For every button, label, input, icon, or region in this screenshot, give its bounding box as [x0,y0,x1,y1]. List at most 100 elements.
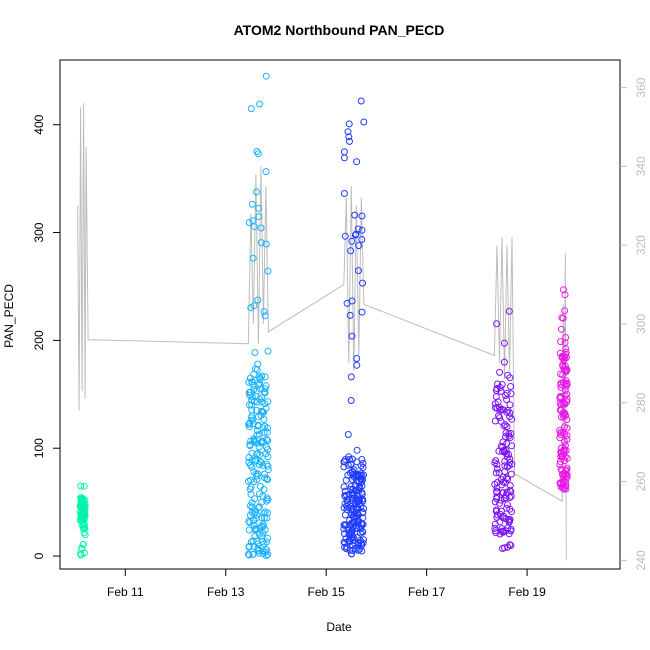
data-point [563,432,571,440]
data-point [355,484,363,492]
data-point [254,296,262,304]
data-point [345,133,353,141]
data-point [358,308,366,316]
data-point [249,550,257,558]
data-point [507,470,515,478]
data-point [261,526,269,534]
data-point [493,404,501,412]
y2-tick-label: 280 [634,392,648,412]
data-point [340,154,348,162]
data-point [258,407,266,415]
data-point [255,204,263,212]
data-point [248,463,256,471]
secondary-line-group [77,103,567,561]
data-point [245,389,253,397]
x-tick-label: Feb 15 [308,585,346,599]
data-point [504,371,512,379]
y-tick-label: 400 [32,114,46,134]
data-point [255,430,263,438]
data-point [256,100,264,108]
data-point [247,490,255,498]
data-point [259,550,267,558]
data-point [261,312,269,320]
data-point [353,446,361,454]
data-point [255,213,263,221]
data-point [358,541,366,549]
data-point [357,97,365,105]
data-point [360,505,368,512]
data-point [245,543,253,551]
data-point [340,538,348,546]
data-point [492,507,500,515]
data-point [500,358,508,366]
plot-frame [59,59,621,570]
data-point [506,409,514,417]
data-point [256,458,264,466]
data-point [262,382,270,390]
data-point [249,254,257,262]
data-point [77,482,85,490]
data-point [253,188,261,196]
data-point [264,398,272,406]
data-point [80,541,87,548]
data-point [346,456,354,463]
data-point [263,497,271,505]
data-point [360,118,368,126]
data-point [355,495,363,503]
data-point [250,437,258,445]
data-point [561,457,569,465]
data-point [340,148,348,156]
data-point [341,522,349,530]
data-point [263,514,271,522]
data-point [346,137,353,145]
data-point [356,545,364,553]
data-point [258,538,266,545]
data-point [342,476,350,484]
data-point [345,120,353,128]
data-point [248,499,256,507]
data-point [263,538,271,546]
data-point [249,537,257,545]
data-point [246,519,254,527]
data-point [255,503,263,511]
data-point [357,529,364,537]
data-point [500,527,507,535]
data-point [262,240,270,248]
data-point [349,523,357,531]
data-point [353,158,361,166]
data-point [250,517,258,525]
data-point [343,491,350,499]
y2-tick-label: 240 [634,550,648,570]
data-point [556,434,564,442]
data-point [247,105,255,113]
data-point [81,512,89,520]
data-point [557,465,565,473]
data-point [247,476,255,484]
data-point [506,541,514,549]
data-point [347,485,355,493]
data-point [340,190,348,197]
data-point [506,413,514,421]
data-point [255,443,263,451]
data-point [262,168,270,176]
data-point [257,239,265,247]
data-point [496,414,504,422]
data-point [257,224,265,232]
data-point [560,485,568,493]
x-tick-label: Feb 17 [408,585,446,599]
data-point [359,279,366,287]
data-point [252,457,259,465]
data-point [508,442,516,450]
data-point [494,380,501,388]
x-tick-label: Feb 19 [508,585,546,599]
data-point [496,368,504,376]
data-point [341,511,349,519]
data-point [248,412,256,420]
data-point [563,379,571,387]
data-point [506,434,514,442]
data-point [344,128,352,136]
data-point [258,514,266,522]
x-tick-label: Feb 13 [207,585,245,599]
data-point [349,513,357,520]
